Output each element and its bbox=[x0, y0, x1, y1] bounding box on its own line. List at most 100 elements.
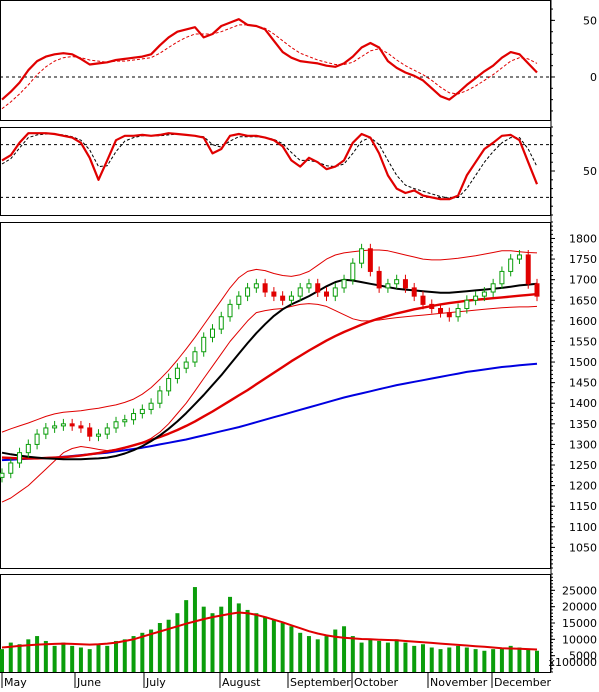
volume-bar bbox=[350, 636, 355, 672]
volume-bar bbox=[491, 649, 496, 672]
price-tick-label: 1150 bbox=[569, 500, 597, 513]
price-candle-body bbox=[394, 279, 400, 285]
price-candle-body bbox=[525, 254, 531, 285]
price-tick-label: 1800 bbox=[569, 232, 597, 245]
price-candle-body bbox=[245, 287, 251, 297]
stochastic-panel-frame bbox=[0, 127, 551, 216]
volume-bar bbox=[315, 639, 320, 672]
price-candle-body bbox=[508, 258, 514, 272]
month-label: July bbox=[145, 676, 166, 688]
volume-bar bbox=[122, 639, 127, 672]
price-candle-body bbox=[288, 295, 294, 301]
volume-bar bbox=[245, 609, 250, 672]
volume-bar bbox=[201, 606, 206, 672]
volume-bar bbox=[324, 636, 329, 672]
price-candle-body bbox=[0, 472, 5, 478]
price-tick-label: 1750 bbox=[569, 253, 597, 266]
price-candle-body bbox=[420, 295, 426, 305]
price-tick-label: 1250 bbox=[569, 459, 597, 472]
volume-bar bbox=[87, 649, 92, 672]
price-candle-body bbox=[464, 299, 470, 309]
price-candle-body bbox=[271, 291, 277, 297]
volume-bar bbox=[342, 626, 347, 672]
price-candle-body bbox=[280, 295, 286, 301]
volume-bar bbox=[166, 619, 171, 672]
price-candle-body bbox=[350, 262, 356, 281]
price-candle-body bbox=[516, 254, 522, 260]
volume-bar bbox=[333, 629, 338, 672]
volume-tick-label: 10000 bbox=[562, 633, 597, 646]
macd-tick-label: 0 bbox=[590, 71, 597, 84]
month-label: November bbox=[430, 676, 488, 688]
volume-bar bbox=[394, 639, 399, 672]
volume-bar bbox=[263, 616, 268, 672]
volume-bar bbox=[438, 649, 443, 672]
volume-bar bbox=[105, 645, 110, 672]
volume-bar bbox=[114, 640, 119, 672]
price-candle-body bbox=[218, 316, 224, 330]
price-candle-body bbox=[490, 283, 496, 293]
volume-bar bbox=[35, 636, 40, 672]
stochastic-d-line bbox=[1, 133, 538, 199]
month-label: December bbox=[494, 676, 552, 688]
volume-bar bbox=[210, 613, 215, 672]
volume-bar bbox=[280, 623, 285, 672]
month-label: August bbox=[222, 676, 261, 688]
volume-bar bbox=[192, 587, 197, 672]
volume-bar bbox=[473, 649, 478, 672]
bollinger-upper-band bbox=[1, 249, 538, 433]
volume-bar bbox=[0, 649, 4, 672]
price-tick-label: 1350 bbox=[569, 418, 597, 431]
volume-bar bbox=[52, 645, 57, 672]
price-candle-body bbox=[227, 303, 233, 318]
volume-bar bbox=[61, 642, 66, 672]
volume-bar bbox=[412, 645, 417, 672]
volume-bar bbox=[420, 644, 425, 672]
month-label: June bbox=[76, 676, 101, 688]
volume-tick-label: 15000 bbox=[562, 617, 597, 630]
price-panel-frame bbox=[0, 222, 551, 569]
price-tick-label: 1550 bbox=[569, 335, 597, 348]
price-candle-body bbox=[113, 421, 119, 429]
volume-bar bbox=[464, 647, 469, 672]
price-candle-body bbox=[104, 427, 110, 435]
price-candle-body bbox=[297, 287, 303, 297]
volume-bar bbox=[271, 619, 276, 672]
price-tick-label: 1300 bbox=[569, 438, 597, 451]
price-tick-label: 1700 bbox=[569, 274, 597, 287]
month-label: May bbox=[4, 676, 27, 688]
price-candle-body bbox=[402, 279, 408, 289]
volume-bar bbox=[298, 632, 303, 672]
price-tick-label: 1050 bbox=[569, 541, 597, 554]
volume-bar bbox=[429, 647, 434, 672]
volume-bar bbox=[219, 606, 224, 672]
volume-moving-average bbox=[1, 611, 538, 651]
price-candle-body bbox=[236, 295, 242, 305]
volume-bar bbox=[236, 603, 241, 672]
volume-bar bbox=[517, 647, 522, 672]
price-candle-body bbox=[534, 283, 540, 297]
volume-bar bbox=[535, 650, 539, 672]
volume-bar bbox=[157, 623, 162, 672]
price-candle-body bbox=[166, 378, 172, 392]
volume-bar bbox=[403, 642, 408, 672]
price-tick-label: 1600 bbox=[569, 315, 597, 328]
macd-tick-label: 50 bbox=[583, 14, 597, 27]
price-candle-body bbox=[473, 295, 479, 301]
moving-average-black bbox=[1, 278, 538, 461]
volume-tick-label: 5000 bbox=[569, 650, 597, 663]
price-candle-body bbox=[499, 270, 505, 285]
price-candle-body bbox=[209, 328, 215, 338]
volume-bar bbox=[359, 642, 364, 672]
volume-bar bbox=[149, 629, 154, 672]
price-candle-body bbox=[87, 427, 93, 437]
price-tick-label: 1100 bbox=[569, 521, 597, 534]
price-candle-body bbox=[8, 462, 14, 474]
volume-bar bbox=[526, 649, 531, 672]
macd-signal-line bbox=[1, 24, 538, 110]
moving-average-blue bbox=[1, 362, 538, 462]
volume-bar bbox=[447, 647, 452, 672]
price-tick-label: 1450 bbox=[569, 377, 597, 390]
moving-average-red bbox=[1, 292, 538, 460]
